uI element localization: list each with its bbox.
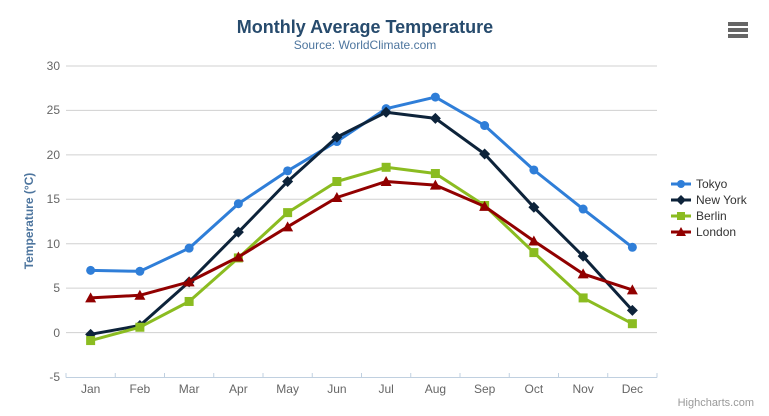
series-line-new-york: [89, 110, 634, 336]
legend-item-london[interactable]: London: [671, 224, 747, 240]
y-axis-label: 25: [46, 103, 60, 118]
data-point-new-york[interactable]: [479, 148, 491, 160]
data-point-tokyo[interactable]: [184, 243, 194, 253]
data-point-berlin[interactable]: [184, 296, 194, 306]
legend: Tokyo New York Berlin London: [671, 176, 747, 240]
data-point-berlin[interactable]: [529, 248, 539, 258]
chart-subtitle: Source: WorldClimate.com: [293, 38, 437, 52]
data-point-london[interactable]: [85, 292, 97, 303]
data-point-berlin[interactable]: [430, 169, 440, 179]
legend-item-tokyo[interactable]: Tokyo: [671, 176, 747, 192]
x-axis-label: Nov: [572, 382, 594, 396]
data-point-tokyo[interactable]: [529, 165, 539, 175]
data-point-london[interactable]: [429, 179, 441, 190]
y-axis-title: Temperature (°C): [22, 172, 36, 270]
y-axis-label: 5: [53, 281, 60, 296]
circle-marker-icon: [671, 180, 691, 188]
data-point-berlin[interactable]: [381, 162, 391, 172]
series-line-london: [89, 180, 634, 300]
data-point-berlin[interactable]: [332, 177, 342, 187]
data-point-tokyo[interactable]: [480, 121, 490, 131]
y-axis-label: 20: [46, 147, 60, 162]
x-axis-label: May: [276, 382, 299, 396]
x-axis-label: Jan: [80, 382, 101, 396]
data-point-tokyo[interactable]: [627, 242, 637, 252]
data-point-berlin[interactable]: [627, 319, 637, 329]
x-axis-label: Apr: [229, 382, 248, 396]
x-axis-label: Dec: [621, 382, 644, 396]
data-point-tokyo[interactable]: [86, 265, 96, 275]
x-axis-label: Mar: [178, 382, 200, 396]
legend-label: New York: [696, 193, 747, 207]
x-axis-label: Jun: [327, 382, 347, 396]
data-point-berlin[interactable]: [86, 336, 96, 346]
data-point-new-york[interactable]: [528, 201, 540, 213]
square-marker-icon: [671, 212, 691, 220]
x-axis-label: Aug: [424, 382, 447, 396]
data-point-new-york[interactable]: [232, 226, 244, 238]
x-axis-label: Feb: [129, 382, 151, 396]
data-point-new-york[interactable]: [577, 250, 589, 262]
data-point-london[interactable]: [577, 268, 589, 279]
credits-link[interactable]: Highcharts.com: [677, 397, 754, 409]
data-point-new-york[interactable]: [331, 131, 343, 143]
series-line-berlin: [89, 165, 634, 343]
data-point-london[interactable]: [134, 289, 146, 300]
y-axis-label: -5: [49, 370, 60, 384]
y-axis-label: 30: [46, 59, 60, 73]
data-point-london[interactable]: [232, 251, 244, 262]
legend-label: London: [696, 225, 737, 239]
data-point-berlin[interactable]: [578, 293, 588, 303]
data-point-tokyo[interactable]: [233, 199, 243, 209]
data-point-new-york[interactable]: [429, 112, 441, 124]
hamburger-icon: [728, 22, 750, 38]
data-point-london[interactable]: [479, 200, 491, 211]
diamond-marker-icon: [671, 195, 691, 205]
data-point-london[interactable]: [282, 221, 294, 232]
legend-label: Berlin: [696, 209, 727, 223]
x-axis-label: Jul: [378, 382, 394, 396]
legend-item-new-york[interactable]: New York: [671, 192, 747, 208]
legend-item-berlin[interactable]: Berlin: [671, 208, 747, 224]
y-axis-label: 15: [46, 192, 60, 207]
data-point-london[interactable]: [528, 235, 540, 246]
data-point-london[interactable]: [626, 284, 638, 295]
data-point-london[interactable]: [183, 276, 195, 287]
x-axis-label: Sep: [473, 382, 496, 396]
data-point-new-york[interactable]: [380, 106, 392, 118]
context-menu-button[interactable]: [726, 19, 752, 41]
y-axis-label: 10: [46, 236, 60, 251]
data-point-berlin[interactable]: [283, 208, 293, 218]
y-axis-label: 0: [53, 325, 60, 340]
data-point-london[interactable]: [380, 176, 392, 187]
chart-title: Monthly Average Temperature: [236, 17, 494, 37]
triangle-marker-icon: [671, 227, 691, 236]
x-axis-label: Oct: [524, 382, 544, 396]
legend-label: Tokyo: [696, 177, 728, 191]
data-point-tokyo[interactable]: [578, 204, 588, 214]
data-point-new-york[interactable]: [626, 304, 638, 316]
data-point-new-york[interactable]: [282, 176, 294, 188]
data-point-berlin[interactable]: [135, 322, 145, 332]
data-point-tokyo[interactable]: [135, 266, 145, 276]
data-point-tokyo[interactable]: [430, 92, 440, 102]
data-point-london[interactable]: [331, 192, 343, 203]
data-point-tokyo[interactable]: [283, 166, 293, 176]
